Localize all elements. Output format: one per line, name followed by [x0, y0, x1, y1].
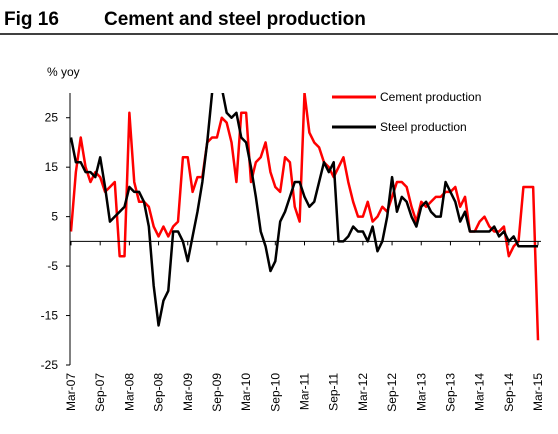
y-tick-label: 15 [45, 160, 59, 174]
x-tick-label: Sep-07 [93, 373, 107, 412]
x-tick-label: Sep-08 [152, 373, 166, 412]
y-tick-label: 5 [51, 210, 58, 224]
y-tick-label: -15 [41, 309, 59, 323]
x-tick-label: Sep-14 [502, 373, 516, 412]
x-tick-label: Sep-12 [385, 373, 399, 412]
chart-title: Cement and steel production [104, 9, 366, 30]
x-tick-label: Sep-10 [268, 373, 282, 412]
x-tick-label: Mar-14 [473, 373, 487, 411]
figure-number: Fig 16 [4, 9, 59, 30]
x-tick-label: Mar-08 [122, 373, 136, 411]
y-tick-label: -25 [41, 358, 59, 372]
x-tick-label: Mar-15 [531, 373, 545, 411]
legend-label: Cement production [380, 90, 481, 104]
plot [69, 93, 540, 341]
x-tick-label: Sep-13 [443, 373, 457, 412]
y-axis-label: % yoy [47, 65, 80, 79]
x-tick-label: Mar-09 [181, 373, 195, 411]
x-tick-label: Mar-12 [356, 373, 370, 411]
y-tick-label: 25 [45, 111, 59, 125]
x-tick-label: Mar-10 [239, 373, 253, 411]
x-tick-label: Mar-11 [298, 373, 312, 410]
legend-label: Steel production [380, 120, 467, 134]
x-tick-label: Mar-13 [414, 373, 428, 411]
series-line [69, 93, 538, 327]
x-tick-label: Mar-07 [64, 373, 78, 411]
x-tick-label: Sep-11 [327, 373, 341, 411]
x-tick-label: Sep-09 [210, 373, 224, 412]
series-line [69, 93, 540, 341]
y-tick-label: -5 [47, 259, 58, 273]
